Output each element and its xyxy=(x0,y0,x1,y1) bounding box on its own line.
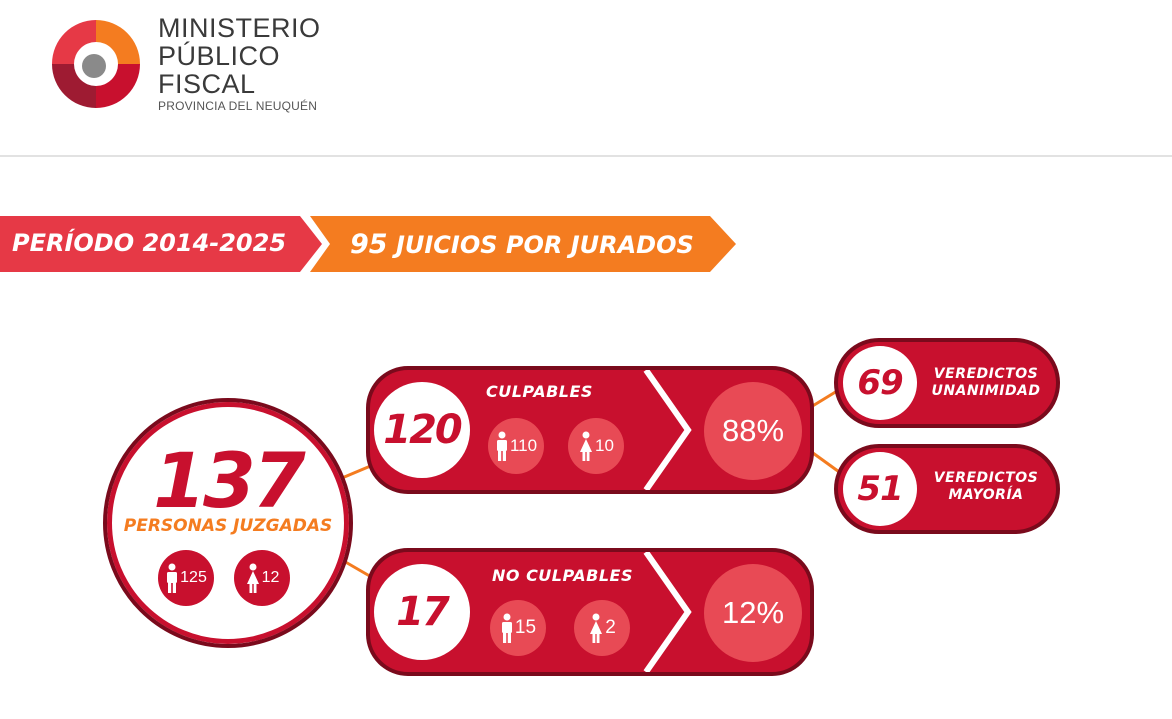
verdict-unanimity-count: 69 xyxy=(857,363,903,403)
verdict-unanimity-line1: VEREDICTOS xyxy=(933,366,1039,382)
guilty-percent: 88% xyxy=(704,382,802,480)
not-guilty-count: 17 xyxy=(396,589,450,635)
not-guilty-men-count: 15 xyxy=(514,617,537,638)
period-label: PERÍODO 2014-2025 xyxy=(12,229,287,257)
guilty-men-count: 110 xyxy=(509,436,538,455)
male-icon xyxy=(496,431,507,461)
guilty-chevron xyxy=(643,370,692,490)
total-women-count: 12 xyxy=(261,569,280,586)
guilty-women-badge: 10 xyxy=(568,418,624,474)
verdict-unanimity-disc: 69 xyxy=(843,346,917,420)
not-guilty-women-count: 2 xyxy=(605,617,616,638)
verdict-majority-label: VEREDICTOS MAYORÍA xyxy=(922,470,1050,504)
female-icon xyxy=(246,563,259,593)
trials-heading: 95 JUICIOS POR JURADOS xyxy=(350,229,694,260)
header-divider xyxy=(0,155,1172,157)
not-guilty-men-badge: 15 xyxy=(490,600,546,656)
not-guilty-chevron xyxy=(643,552,692,672)
trials-count: 95 xyxy=(350,229,388,260)
total-women-badge: 12 xyxy=(234,550,290,606)
guilty-count-disc: 120 xyxy=(374,382,470,478)
not-guilty-percent: 12% xyxy=(704,564,802,662)
not-guilty-count-disc: 17 xyxy=(374,564,470,660)
trials-label: JUICIOS POR JURADOS xyxy=(395,231,694,259)
org-line-2: PÚBLICO xyxy=(158,41,281,71)
total-men-badge: 125 xyxy=(158,550,214,606)
verdict-majority-disc: 51 xyxy=(843,452,917,526)
not-guilty-women-badge: 2 xyxy=(574,600,630,656)
not-guilty-label: NO CULPABLES xyxy=(492,566,633,585)
banner-arrows xyxy=(0,216,736,272)
total-label: PERSONAS JUZGADAS xyxy=(123,516,333,536)
verdict-unanimity-line2: UNANIMIDAD xyxy=(931,383,1041,399)
guilty-men-badge: 110 xyxy=(488,418,544,474)
banner: PERÍODO 2014-2025 95 JUICIOS POR JURADOS xyxy=(0,214,740,274)
guilty-women-count: 10 xyxy=(595,436,614,455)
female-icon xyxy=(580,431,593,461)
guilty-count: 120 xyxy=(383,407,462,453)
org-line-1: MINISTERIO xyxy=(158,13,321,43)
male-icon xyxy=(167,563,178,593)
verdict-majority-count: 51 xyxy=(857,469,903,509)
guilty-label: CULPABLES xyxy=(486,382,593,401)
male-icon xyxy=(501,613,512,643)
female-icon xyxy=(590,613,603,643)
verdict-majority-line2: MAYORÍA xyxy=(948,487,1024,503)
logo-emblem xyxy=(48,16,144,112)
org-line-3: FISCAL xyxy=(158,69,256,99)
org-province: PROVINCIA DEL NEUQUÉN xyxy=(158,99,318,113)
verdict-majority-line1: VEREDICTOS xyxy=(933,470,1039,486)
verdict-unanimity-label: VEREDICTOS UNANIMIDAD xyxy=(922,366,1050,400)
total-circle xyxy=(103,398,353,648)
total-men-count: 125 xyxy=(180,569,207,586)
org-name: MINISTERIO PÚBLICO FISCAL PROVINCIA DEL … xyxy=(158,14,321,113)
total-count: 137 xyxy=(153,436,306,525)
